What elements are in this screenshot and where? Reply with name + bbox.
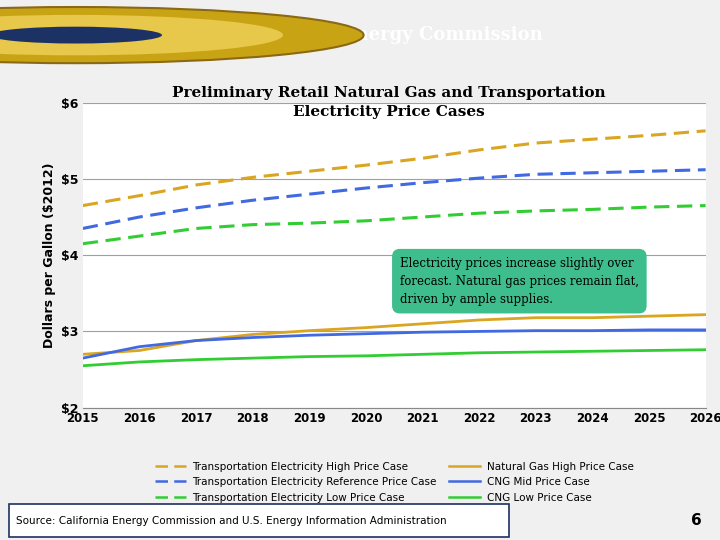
Text: 6: 6 <box>691 513 702 528</box>
Legend: Transportation Electricity High Price Case, Transportation Electricity Reference: Transportation Electricity High Price Ca… <box>155 462 634 503</box>
Y-axis label: Dollars per Gallon ($2012): Dollars per Gallon ($2012) <box>42 163 55 348</box>
Circle shape <box>0 26 162 44</box>
Text: Preliminary Retail Natural Gas and Transportation
Electricity Price Cases: Preliminary Retail Natural Gas and Trans… <box>172 86 606 119</box>
Text: Source: California Energy Commission and U.S. Energy Information Administration: Source: California Energy Commission and… <box>16 516 446 525</box>
Circle shape <box>0 15 283 55</box>
FancyBboxPatch shape <box>9 504 509 537</box>
Circle shape <box>0 7 364 63</box>
Text: California Energy Commission: California Energy Commission <box>235 26 543 44</box>
Text: Electricity prices increase slightly over
forecast. Natural gas prices remain fl: Electricity prices increase slightly ove… <box>400 256 639 306</box>
